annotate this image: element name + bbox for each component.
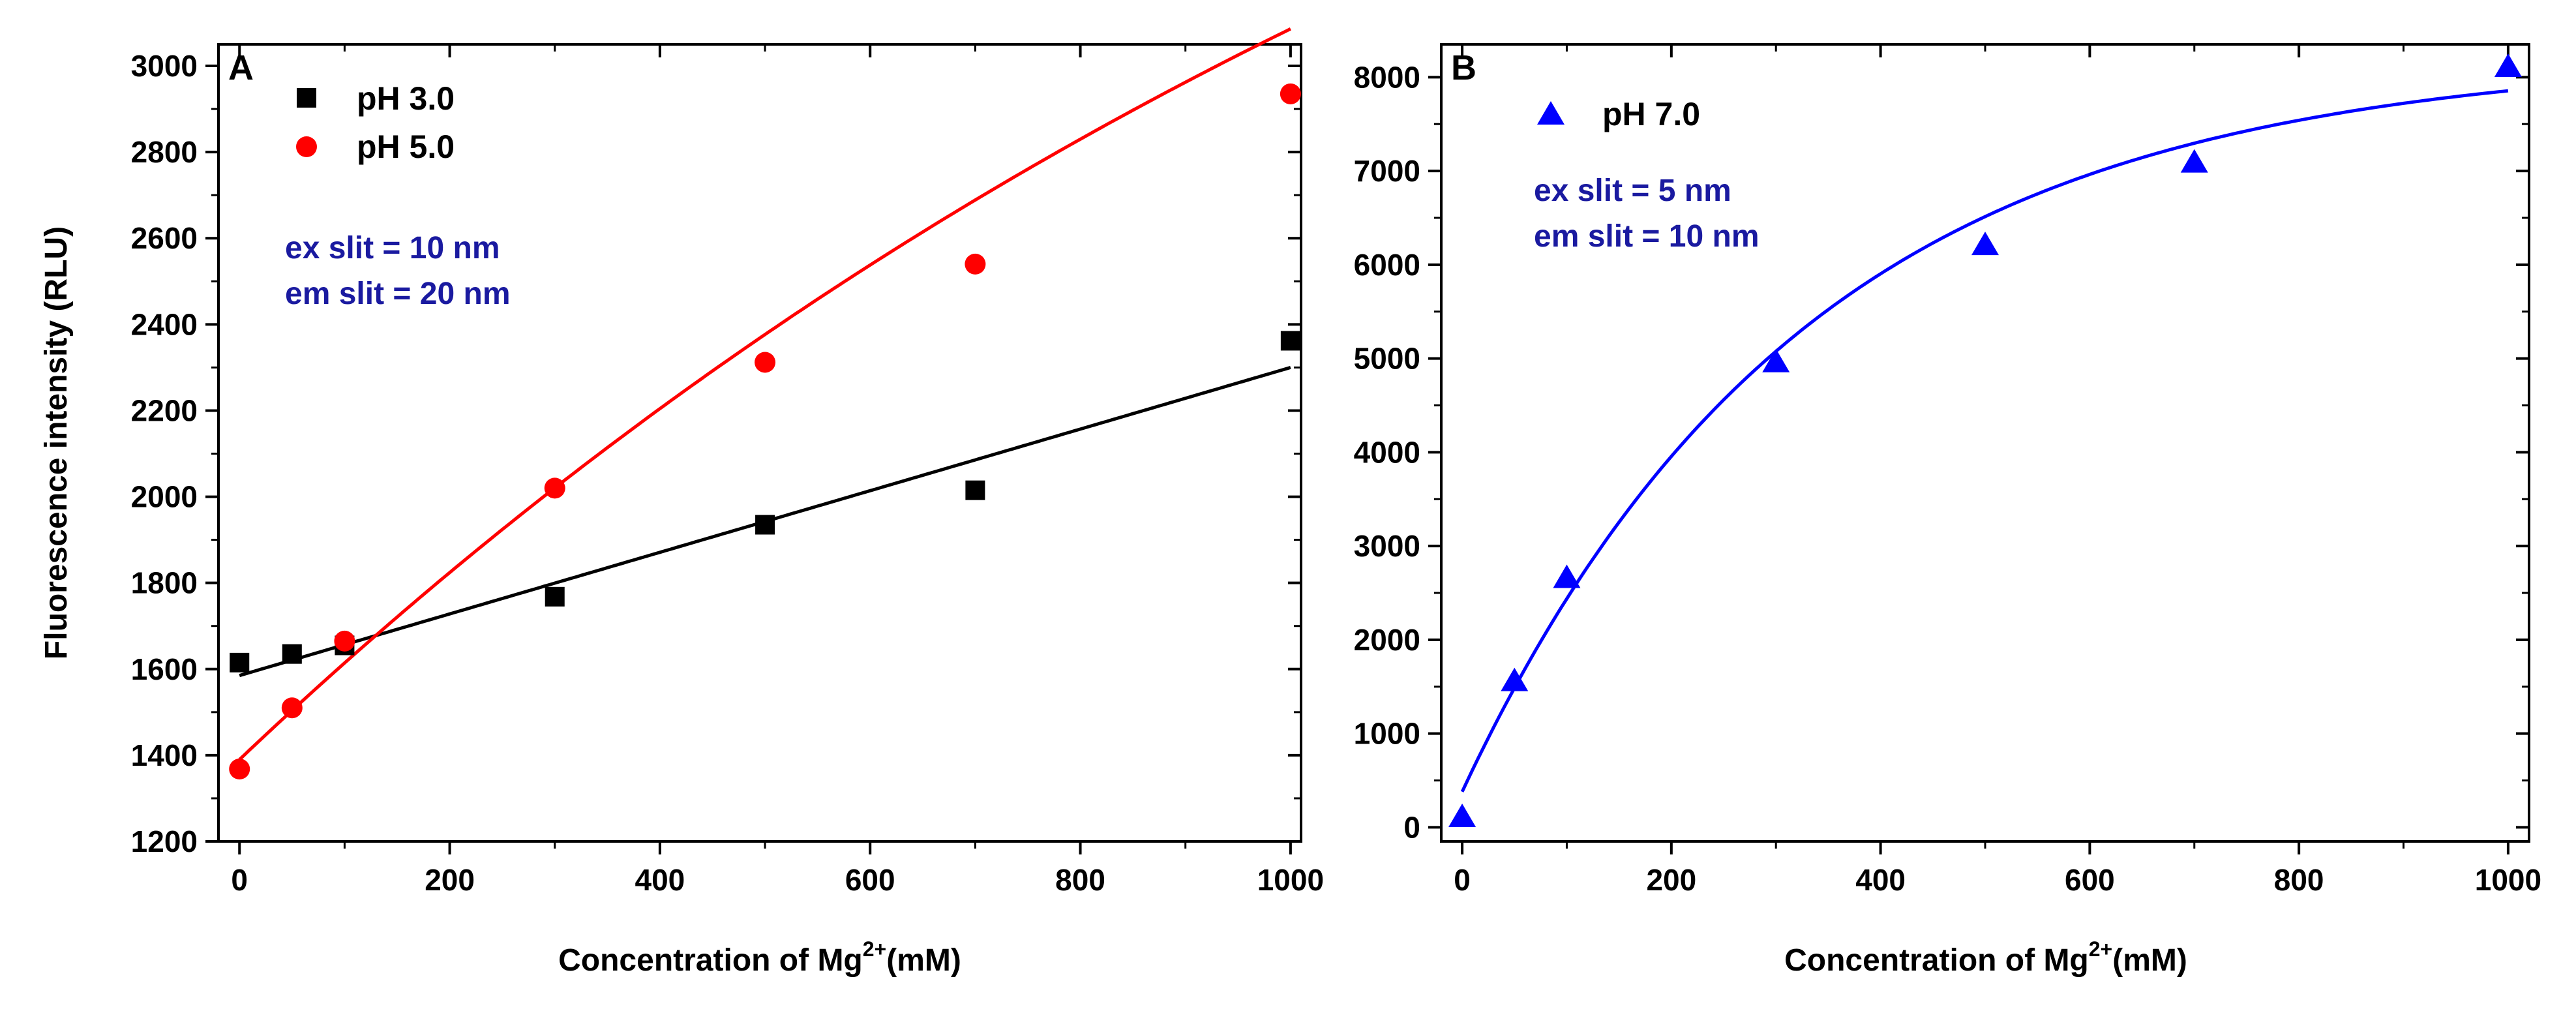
panel-b-tick-labels: 0 200 400 600 800 1000 0 1000 2000 3000 4000 5000 60… [1354, 60, 2541, 897]
panel-b-x-axis-title: Concentration of Mg2+(mM) [1784, 937, 2187, 978]
panel-b-label: B [1451, 48, 1476, 87]
y-tick-label: 3000 [131, 49, 198, 83]
legend-marker-ph7 [1537, 101, 1565, 125]
y-tick-label: 5000 [1354, 342, 1420, 376]
x-tick-label: 400 [1855, 863, 1906, 897]
data-point-ph-30 [230, 652, 250, 672]
data-point-ph-30 [965, 480, 985, 500]
y-tick-label: 2200 [131, 393, 198, 427]
panel-a-frame [217, 43, 1302, 843]
data-point-ph-30 [755, 515, 775, 535]
y-tick-label: 2000 [131, 480, 198, 514]
legend-marker-ph3 [297, 88, 316, 108]
data-point-ph-30 [1280, 331, 1300, 351]
y-tick-label: 7000 [1354, 154, 1420, 188]
legend-label-ph3: pH 3.0 [357, 80, 455, 117]
fit-line-ph-70 [1460, 89, 2509, 792]
panel-b-frame [1440, 43, 2530, 843]
data-point-ph-70 [1501, 667, 1529, 691]
x-tick-label: 0 [1454, 863, 1471, 897]
x-tick-label: 200 [1646, 863, 1696, 897]
y-tick-label: 1800 [131, 566, 198, 600]
x-tick-label: 800 [2274, 863, 2324, 897]
panel-a-x-axis-title: Concentration of Mg2+(mM) [558, 937, 961, 978]
x-tick-label: 600 [845, 863, 895, 897]
y-tick-label: 2800 [131, 135, 198, 169]
legend-label-ph5: pH 5.0 [357, 128, 455, 165]
panel-a: 0 200 400 600 800 1000 1200 1400 1600 1800 2000 220… [39, 27, 1324, 978]
data-point-ph-30 [545, 586, 565, 607]
data-point-ph-50 [281, 697, 303, 719]
y-tick-label: 2400 [131, 307, 198, 341]
y-tick-label: 1400 [131, 738, 198, 772]
x-tick-label: 0 [231, 863, 248, 897]
x-tick-label: 800 [1055, 863, 1105, 897]
panel-a-legend: pH 3.0 pH 5.0 [296, 80, 455, 165]
panel-b-annotation-em-slit: em slit = 10 nm [1534, 219, 1760, 254]
panel-a-label: A [228, 48, 254, 87]
data-point-ph-70 [2180, 149, 2208, 173]
panel-b: 0 200 400 600 800 1000 0 1000 2000 3000 4000 5000 60… [1354, 43, 2541, 978]
data-point-ph-30 [282, 644, 302, 664]
data-point-ph-50 [334, 630, 355, 652]
panel-b-annotation-ex-slit: ex slit = 5 nm [1534, 174, 1731, 208]
panel-a-annotation-ex-slit: ex slit = 10 nm [285, 231, 500, 265]
data-point-ph-70 [1448, 804, 1476, 828]
x-tick-label: 1000 [1257, 863, 1324, 897]
y-tick-label: 1000 [1354, 717, 1420, 751]
fit-line-ph-50 [238, 27, 1292, 761]
panel-b-ticks [1428, 44, 2529, 854]
data-point-ph-70 [1553, 564, 1581, 588]
y-tick-label: 1600 [131, 652, 198, 686]
data-point-ph-50 [755, 352, 776, 373]
x-tick-label: 400 [635, 863, 685, 897]
panel-a-y-axis-title: Fluorescence intensity (RLU) [39, 226, 74, 659]
data-point-ph-70 [1971, 232, 1999, 256]
data-point-ph-70 [2494, 53, 2522, 77]
legend-marker-ph5 [296, 136, 317, 157]
y-tick-label: 2600 [131, 221, 198, 255]
y-tick-label: 8000 [1354, 60, 1420, 94]
panel-a-tick-labels: 0 200 400 600 800 1000 1200 1400 1600 1800 2000 220… [131, 49, 1324, 897]
data-point-ph-50 [544, 477, 565, 499]
x-tick-label: 1000 [2475, 863, 2541, 897]
panel-b-points [1448, 53, 2522, 828]
panel-b-fit-lines [1460, 89, 2509, 792]
x-tick-label: 600 [2065, 863, 2115, 897]
y-tick-label: 2000 [1354, 623, 1420, 657]
y-tick-label: 0 [1403, 810, 1420, 844]
data-point-ph-70 [1762, 348, 1790, 372]
data-point-ph-50 [965, 253, 986, 275]
panel-a-ticks [205, 44, 1301, 854]
panel-a-annotation-em-slit: em slit = 20 nm [285, 277, 511, 311]
x-tick-label: 200 [425, 863, 475, 897]
y-tick-label: 6000 [1354, 248, 1420, 282]
y-tick-label: 3000 [1354, 529, 1420, 563]
y-tick-label: 4000 [1354, 435, 1420, 469]
legend-label-ph7: pH 7.0 [1602, 96, 1700, 132]
y-tick-label: 1200 [131, 824, 198, 858]
panel-b-legend: pH 7.0 [1537, 96, 1700, 132]
panel-a-points [229, 83, 1301, 780]
data-point-ph-50 [229, 759, 250, 780]
data-point-ph-50 [1280, 83, 1301, 104]
